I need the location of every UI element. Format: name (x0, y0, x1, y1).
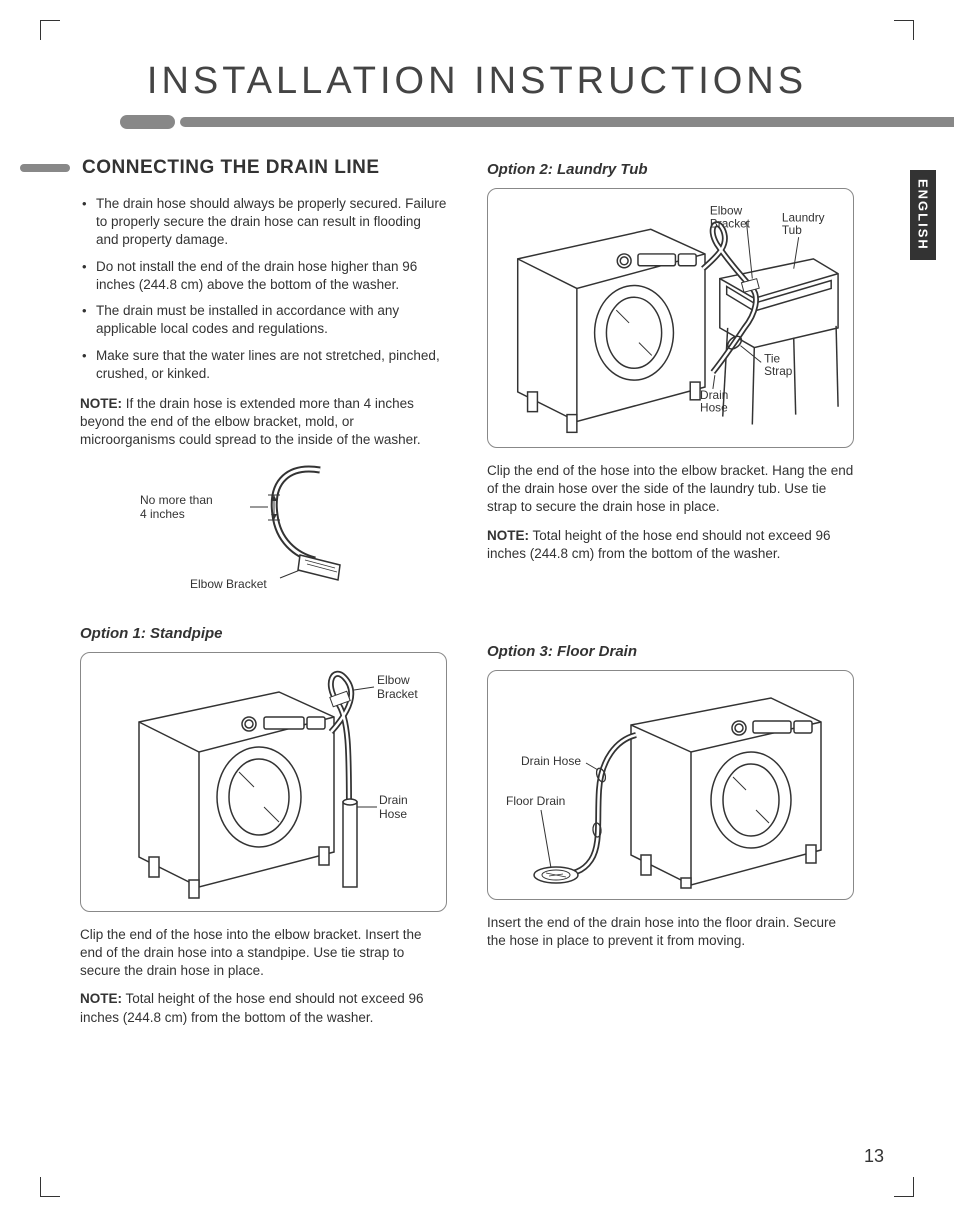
option3-heading: Option 3: Floor Drain (487, 643, 854, 660)
note-label: NOTE: (487, 528, 529, 543)
list-item: Make sure that the water lines are not s… (80, 347, 447, 383)
fig-label: Bracket (377, 687, 418, 701)
fig-label: Hose (700, 401, 728, 415)
fig-label: Drain Hose (521, 754, 581, 768)
option3-svg: Drain Hose Floor Drain (501, 680, 841, 890)
content-columns: CONNECTING THE DRAIN LINE The drain hose… (60, 157, 894, 1037)
list-item: Do not install the end of the drain hose… (80, 258, 447, 294)
list-item: The drain must be installed in accordanc… (80, 302, 447, 338)
option1-text: Clip the end of the hose into the elbow … (80, 926, 447, 981)
crop-mark (894, 1177, 914, 1197)
heading-bar-icon (20, 164, 70, 172)
option1-note: NOTE: Total height of the hose end shoul… (80, 990, 447, 1026)
option3-text: Insert the end of the drain hose into th… (487, 914, 854, 950)
option1-svg: Elbow Bracket Drain Hose (99, 662, 429, 902)
fig-label: Tub (782, 223, 802, 237)
fig-label: Elbow Bracket (190, 577, 267, 591)
crop-mark (40, 20, 60, 40)
note-text: Total height of the hose end should not … (487, 528, 830, 561)
fig-label: Hose (379, 807, 407, 821)
fig-label: Floor Drain (506, 794, 565, 808)
note-paragraph: NOTE: If the drain hose is extended more… (80, 395, 447, 450)
page-number: 13 (864, 1146, 884, 1167)
elbow-bracket-figure: No more than 4 inches Elbow Bracket (140, 460, 447, 605)
page-title: INSTALLATION INSTRUCTIONS (60, 60, 894, 103)
fig-label: Bracket (710, 216, 751, 230)
option2-figure: Elbow Bracket Laundry Tub Tie Strap Drai… (487, 188, 854, 448)
option3-figure: Drain Hose Floor Drain (487, 670, 854, 900)
language-tab: ENGLISH (910, 170, 936, 260)
note-label: NOTE: (80, 396, 122, 411)
left-column: CONNECTING THE DRAIN LINE The drain hose… (80, 157, 447, 1037)
right-column: Option 2: Laundry Tub (487, 157, 854, 1037)
note-text: Total height of the hose end should not … (80, 991, 423, 1024)
heading-text: CONNECTING THE DRAIN LINE (82, 157, 380, 179)
crop-mark (894, 20, 914, 40)
fig-label: Strap (764, 364, 793, 378)
fig-label: Drain (379, 793, 408, 807)
option2-text: Clip the end of the hose into the elbow … (487, 462, 854, 517)
list-item: The drain hose should always be properly… (80, 195, 447, 250)
option1-heading: Option 1: Standpipe (80, 625, 447, 642)
option2-svg: Elbow Bracket Laundry Tub Tie Strap Drai… (498, 198, 843, 438)
elbow-svg: No more than 4 inches Elbow Bracket (140, 460, 400, 600)
crop-mark (40, 1177, 60, 1197)
note-label: NOTE: (80, 991, 122, 1006)
fig-label: Elbow (377, 673, 410, 687)
section-heading: CONNECTING THE DRAIN LINE (80, 157, 447, 179)
option1-figure: Elbow Bracket Drain Hose (80, 652, 447, 912)
fig-label: No more than (140, 493, 213, 507)
bullet-list: The drain hose should always be properly… (80, 195, 447, 383)
option2-note: NOTE: Total height of the hose end shoul… (487, 527, 854, 563)
fig-label: 4 inches (140, 507, 185, 521)
title-rule (180, 117, 954, 127)
option2-heading: Option 2: Laundry Tub (487, 161, 854, 178)
note-text: If the drain hose is extended more than … (80, 396, 421, 447)
